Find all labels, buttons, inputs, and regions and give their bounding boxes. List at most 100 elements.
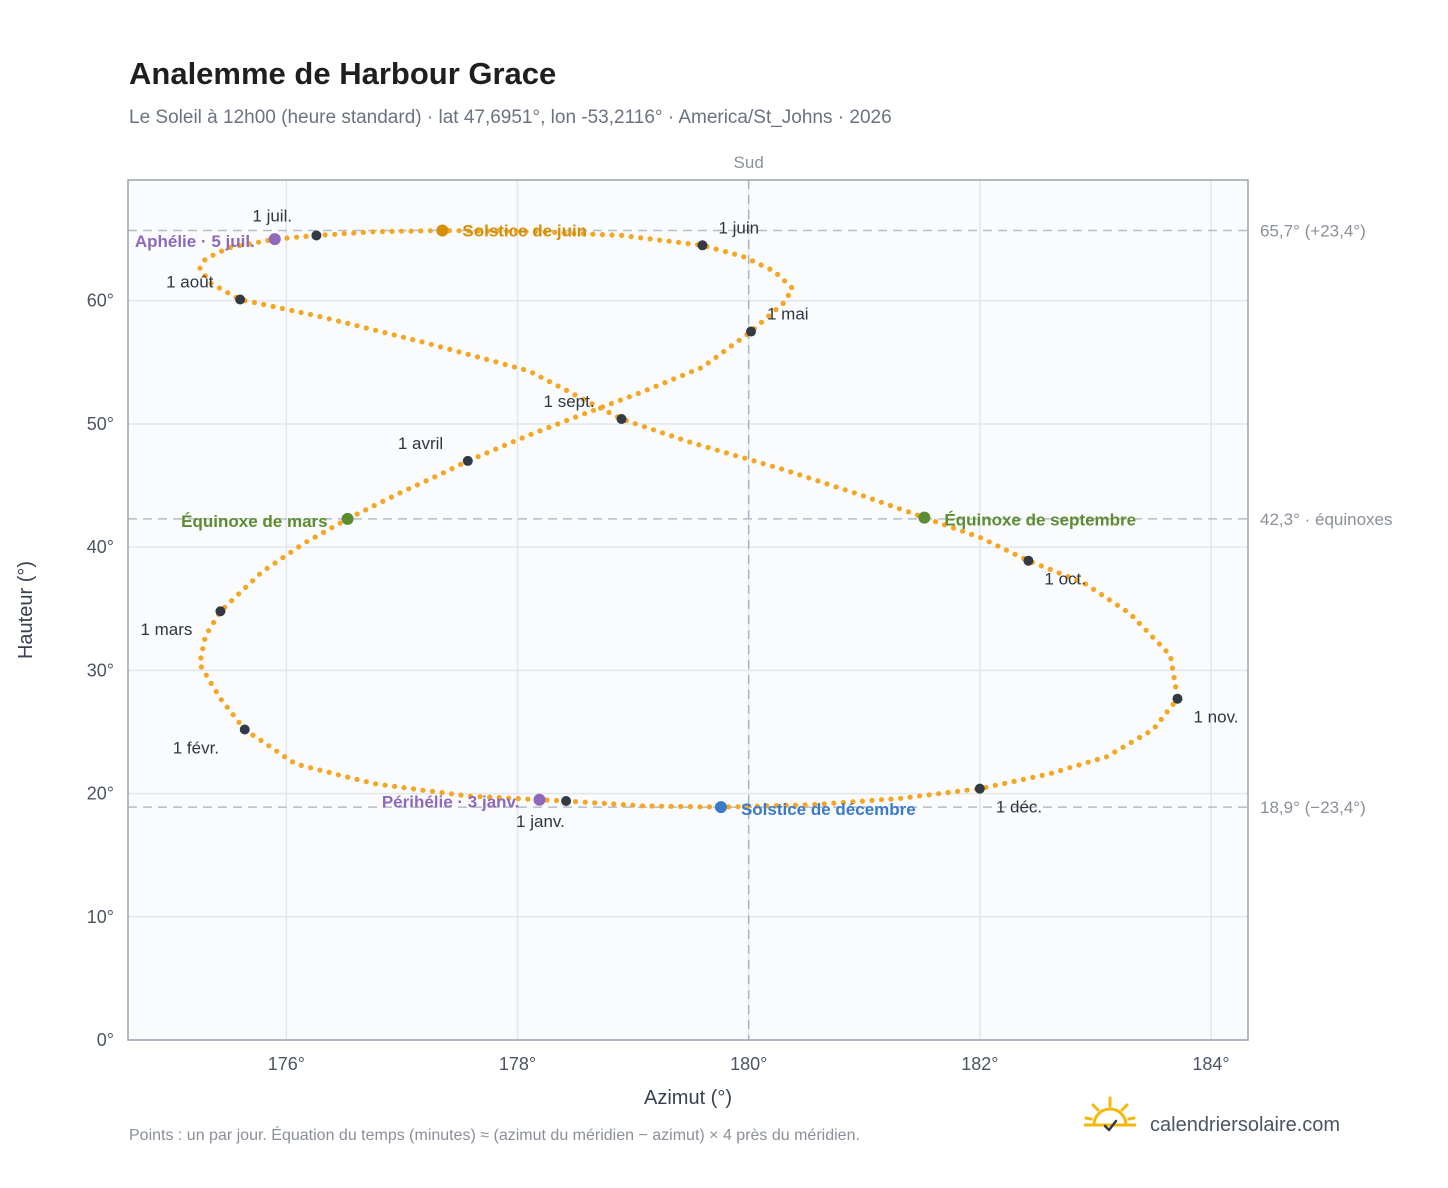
day-point bbox=[592, 800, 598, 806]
day-point bbox=[635, 390, 641, 396]
day-point bbox=[1128, 739, 1134, 746]
month-marker-1-avril bbox=[462, 455, 473, 466]
day-point bbox=[208, 280, 214, 286]
day-point bbox=[620, 802, 627, 808]
day-point bbox=[628, 234, 634, 240]
day-point bbox=[1039, 772, 1045, 779]
day-point bbox=[224, 704, 230, 710]
day-point bbox=[869, 797, 875, 804]
day-point bbox=[1156, 641, 1162, 647]
day-point bbox=[1122, 607, 1128, 614]
day-point bbox=[206, 628, 212, 634]
y-tick-label: 30° bbox=[87, 660, 114, 680]
day-point bbox=[515, 796, 521, 802]
y-axis-title: Hauteur (°) bbox=[15, 561, 37, 659]
day-point bbox=[563, 387, 570, 393]
day-point bbox=[528, 431, 534, 437]
day-point bbox=[208, 680, 214, 687]
day-point bbox=[1152, 724, 1158, 730]
day-point bbox=[783, 802, 789, 809]
day-point bbox=[363, 507, 369, 513]
day-point bbox=[745, 803, 751, 810]
day-point bbox=[456, 349, 462, 355]
day-point bbox=[354, 776, 360, 783]
day-point bbox=[546, 424, 552, 430]
day-point bbox=[688, 369, 695, 375]
day-point bbox=[397, 490, 403, 496]
day-point bbox=[202, 257, 208, 263]
day-point bbox=[484, 356, 490, 362]
day-point bbox=[812, 801, 818, 808]
day-point bbox=[630, 802, 636, 808]
day-point bbox=[1170, 701, 1176, 708]
day-point bbox=[896, 506, 903, 512]
day-point bbox=[619, 232, 625, 238]
day-point bbox=[680, 372, 686, 378]
month-marker-1-juil bbox=[311, 230, 322, 241]
day-point bbox=[733, 453, 739, 459]
day-point bbox=[465, 351, 471, 357]
day-point bbox=[878, 499, 885, 505]
day-point bbox=[293, 234, 300, 240]
day-point bbox=[317, 767, 323, 773]
day-point bbox=[589, 401, 595, 407]
south-meridian: Sud bbox=[734, 153, 764, 1040]
day-point bbox=[1030, 774, 1036, 781]
day-point bbox=[599, 232, 606, 238]
day-point bbox=[382, 782, 388, 788]
day-point bbox=[626, 394, 632, 400]
day-point bbox=[671, 376, 677, 382]
day-point bbox=[1114, 602, 1120, 608]
day-point bbox=[769, 463, 776, 469]
day-point bbox=[410, 786, 417, 792]
brand-name[interactable]: calendriersolaire.com bbox=[1150, 1114, 1340, 1136]
day-point bbox=[590, 407, 597, 413]
day-point bbox=[611, 801, 617, 807]
day-point bbox=[723, 450, 730, 456]
day-point bbox=[202, 273, 208, 279]
day-point bbox=[833, 484, 839, 490]
month-marker-1-mars bbox=[215, 606, 226, 617]
day-point bbox=[477, 794, 483, 800]
day-point bbox=[722, 249, 729, 255]
day-point bbox=[869, 496, 876, 502]
chart-subtitle: Le Soleil à 12h00 (heure standard) · lat… bbox=[129, 107, 892, 128]
day-point bbox=[649, 803, 655, 809]
event-label-equinoxe-de-mars: Équinoxe de mars bbox=[181, 512, 327, 531]
day-point bbox=[237, 243, 243, 249]
reference-lines: 65,7° (+23,4°) 42,3° · équinoxes 18,9° (−2… bbox=[128, 222, 1393, 817]
day-point bbox=[732, 251, 738, 257]
day-point bbox=[666, 238, 672, 244]
day-point bbox=[1020, 776, 1026, 783]
day-point bbox=[754, 803, 760, 809]
day-point bbox=[653, 383, 659, 389]
day-point bbox=[429, 788, 436, 795]
day-point bbox=[1011, 778, 1017, 785]
day-point bbox=[1137, 734, 1143, 741]
day-point bbox=[440, 470, 446, 476]
month-label-1-oct: 1 oct. bbox=[1044, 570, 1086, 589]
day-point bbox=[1130, 613, 1136, 620]
day-point bbox=[250, 578, 256, 584]
day-point bbox=[510, 439, 516, 445]
day-point bbox=[1003, 547, 1010, 553]
day-point bbox=[501, 442, 508, 448]
day-point bbox=[608, 400, 615, 407]
month-marker-1-nov bbox=[1172, 693, 1183, 704]
day-point bbox=[243, 584, 249, 591]
day-point bbox=[210, 252, 216, 258]
day-point bbox=[229, 598, 235, 604]
plot-area bbox=[128, 180, 1248, 1040]
day-point bbox=[582, 799, 588, 805]
day-point bbox=[986, 539, 992, 545]
day-point bbox=[590, 231, 596, 237]
day-point bbox=[230, 712, 236, 718]
day-point bbox=[439, 790, 445, 796]
day-point bbox=[831, 800, 837, 806]
day-point bbox=[392, 783, 398, 790]
day-point bbox=[1067, 765, 1073, 771]
day-point bbox=[332, 231, 338, 237]
y-tick-label: 20° bbox=[87, 784, 114, 804]
day-point bbox=[447, 346, 453, 352]
day-point bbox=[1171, 674, 1177, 681]
